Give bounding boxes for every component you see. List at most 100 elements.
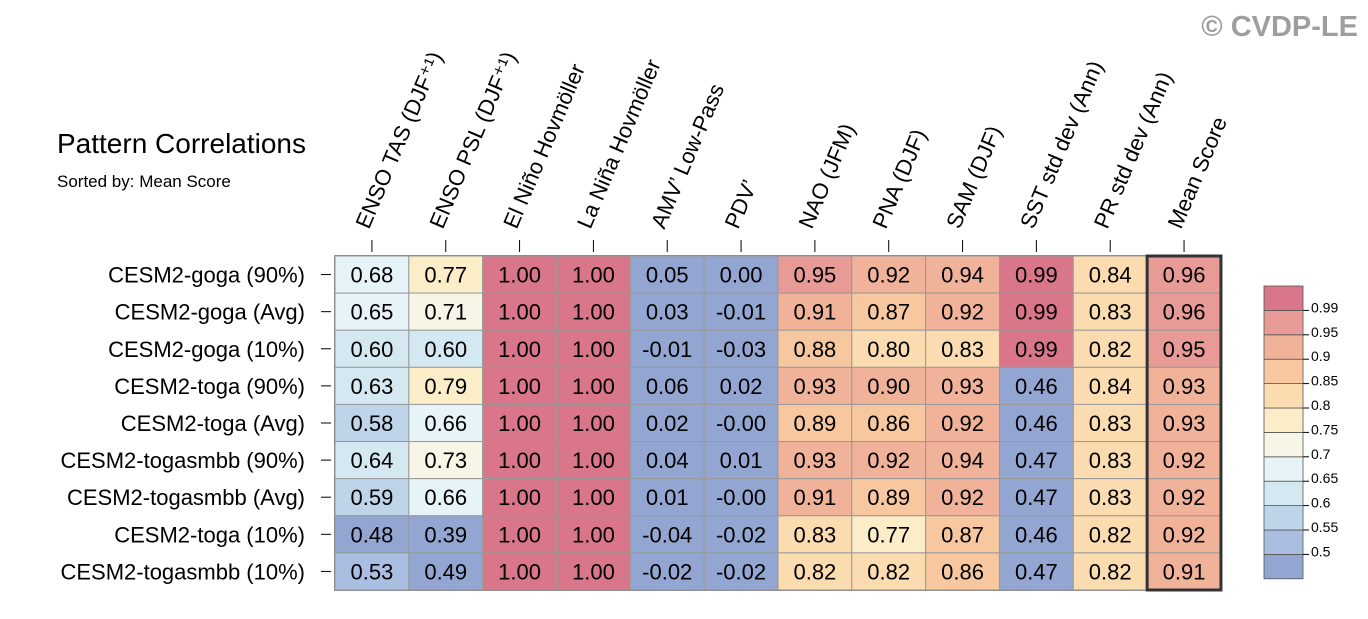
cell-value-label: 0.00 (720, 263, 763, 288)
heatmap-cell (703, 329, 779, 368)
column-label: AMV’ Low-Pass (646, 80, 729, 232)
cell-value-label: 1.00 (498, 300, 541, 325)
cell-value-label: 0.77 (867, 522, 910, 547)
heatmap-cell (1072, 552, 1148, 591)
heatmap-cell (925, 515, 1000, 554)
cell-value-label: 0.93 (1163, 374, 1206, 399)
cell-value-label: 0.53 (351, 559, 394, 584)
cell-value-label: 0.47 (1015, 485, 1058, 510)
colorbar-tick-label: 0.85 (1311, 373, 1338, 389)
row-label: CESM2-togasmbb (90%) (60, 448, 305, 473)
cell-value-label: 0.01 (646, 485, 689, 510)
cell-value-label: 0.86 (941, 559, 984, 584)
heatmap-cell (777, 255, 853, 294)
cell-value-label: 0.83 (1089, 300, 1132, 325)
heatmap-cell (629, 366, 705, 405)
heatmap-cell (408, 478, 484, 517)
cell-value-label: 1.00 (498, 448, 541, 473)
cell-value-label: 0.92 (1163, 485, 1206, 510)
cell-value-label: -0.03 (716, 337, 766, 362)
cell-value-label: 0.93 (1163, 411, 1206, 436)
heatmap-cell (629, 478, 705, 517)
heatmap-cell (408, 403, 484, 443)
cell-value-label: 0.03 (646, 300, 689, 325)
cell-value-label: -0.00 (716, 411, 766, 436)
cell-value-label: 0.59 (351, 485, 394, 510)
heatmap-cell (703, 366, 779, 405)
heatmap-cell (1072, 255, 1148, 294)
cell-value-label: -0.01 (716, 300, 766, 325)
cell-value-label: 1.00 (572, 263, 615, 288)
cell-value-label: 0.84 (1089, 263, 1132, 288)
heatmap-cell (408, 515, 484, 554)
heatmap-cell (998, 478, 1074, 517)
cell-value-label: 1.00 (572, 485, 615, 510)
heatmap-cell (703, 255, 779, 294)
cell-value-label: 0.82 (1089, 522, 1132, 547)
heatmap-cell (408, 329, 484, 368)
heatmap-cell (777, 515, 853, 554)
heatmap-cell (703, 292, 779, 331)
heatmap-cell (408, 255, 484, 294)
cell-value-label: 0.91 (793, 485, 836, 510)
cell-value-label: 1.00 (572, 337, 615, 362)
heatmap-cell (777, 329, 853, 368)
cell-value-label: 0.04 (646, 448, 689, 473)
heatmap-cell (334, 441, 410, 480)
cell-value-label: 0.05 (646, 263, 689, 288)
column-label: PNA (DJF) (867, 125, 931, 232)
cell-value-label: 0.82 (1089, 559, 1132, 584)
colorbar-swatch (1263, 505, 1304, 531)
colorbar-tick-label: 0.99 (1311, 299, 1338, 315)
cell-value-label: 0.91 (793, 300, 836, 325)
heatmap-cell (998, 366, 1074, 405)
heatmap-cell (851, 255, 927, 294)
cell-value-label: -0.00 (716, 485, 766, 510)
cell-value-label: 1.00 (498, 559, 541, 584)
colorbar-swatch (1263, 383, 1304, 409)
cell-value-label: 0.46 (1015, 522, 1058, 547)
cell-value-label: 0.80 (867, 337, 910, 362)
cell-value-label: 0.89 (867, 485, 910, 510)
colorbar-tick-label: 0.95 (1311, 324, 1338, 340)
column-label: PR std dev (Ann) (1089, 68, 1177, 232)
cell-value-label: 0.83 (1089, 448, 1132, 473)
colorbar-swatch (1263, 309, 1304, 336)
cell-value-label: 0.94 (941, 448, 984, 473)
cell-value-label: 0.92 (941, 485, 984, 510)
column-label: La Niña Hovmöller (572, 56, 666, 232)
cell-value-label: 0.02 (646, 411, 689, 436)
cell-value-label: 0.88 (793, 337, 836, 362)
cell-value-label: 0.83 (793, 522, 836, 547)
cell-value-label: 0.65 (351, 300, 394, 325)
colorbar: 0.5 0.55 0.6 0.65 0.7 0.75 0.8 0.85 0.9 0.95 0.99 (1263, 285, 1338, 580)
heatmap-cell (925, 292, 1000, 331)
cell-value-label: 0.87 (867, 300, 910, 325)
heatmap-cell (925, 403, 1000, 443)
heatmap-cell (482, 366, 557, 405)
row-label: CESM2-toga (90%) (114, 374, 305, 399)
heatmap-cell (703, 478, 779, 517)
cell-value-label: 0.48 (351, 522, 394, 547)
heatmap-cell (998, 292, 1074, 331)
cell-value-label: 0.92 (1163, 522, 1206, 547)
cell-value-label: -0.02 (642, 559, 692, 584)
heatmap-cell (703, 515, 779, 554)
cell-value-label: 1.00 (498, 263, 541, 288)
cell-value-label: 0.86 (867, 411, 910, 436)
cell-value-label: 0.68 (351, 263, 394, 288)
heatmap-cell (555, 441, 631, 480)
cell-value-label: 0.83 (1089, 411, 1132, 436)
mean-score-highlight (1145, 254, 1223, 592)
cell-value-label: 0.90 (867, 374, 910, 399)
cell-value-label: 0.58 (351, 411, 394, 436)
cell-value-label: 0.93 (793, 448, 836, 473)
heatmap-cells: 0.68 0.77 1.00 1.00 0.05 0.00 0.95 0.92 0.94 0.99… (334, 254, 1223, 592)
cell-value-label: 0.39 (424, 522, 467, 547)
heatmap-cell (777, 441, 853, 480)
heatmap-cell (1146, 366, 1222, 405)
cell-value-label: 1.00 (498, 485, 541, 510)
cell-value-label: 0.60 (424, 337, 467, 362)
heatmap-cell (703, 552, 779, 591)
